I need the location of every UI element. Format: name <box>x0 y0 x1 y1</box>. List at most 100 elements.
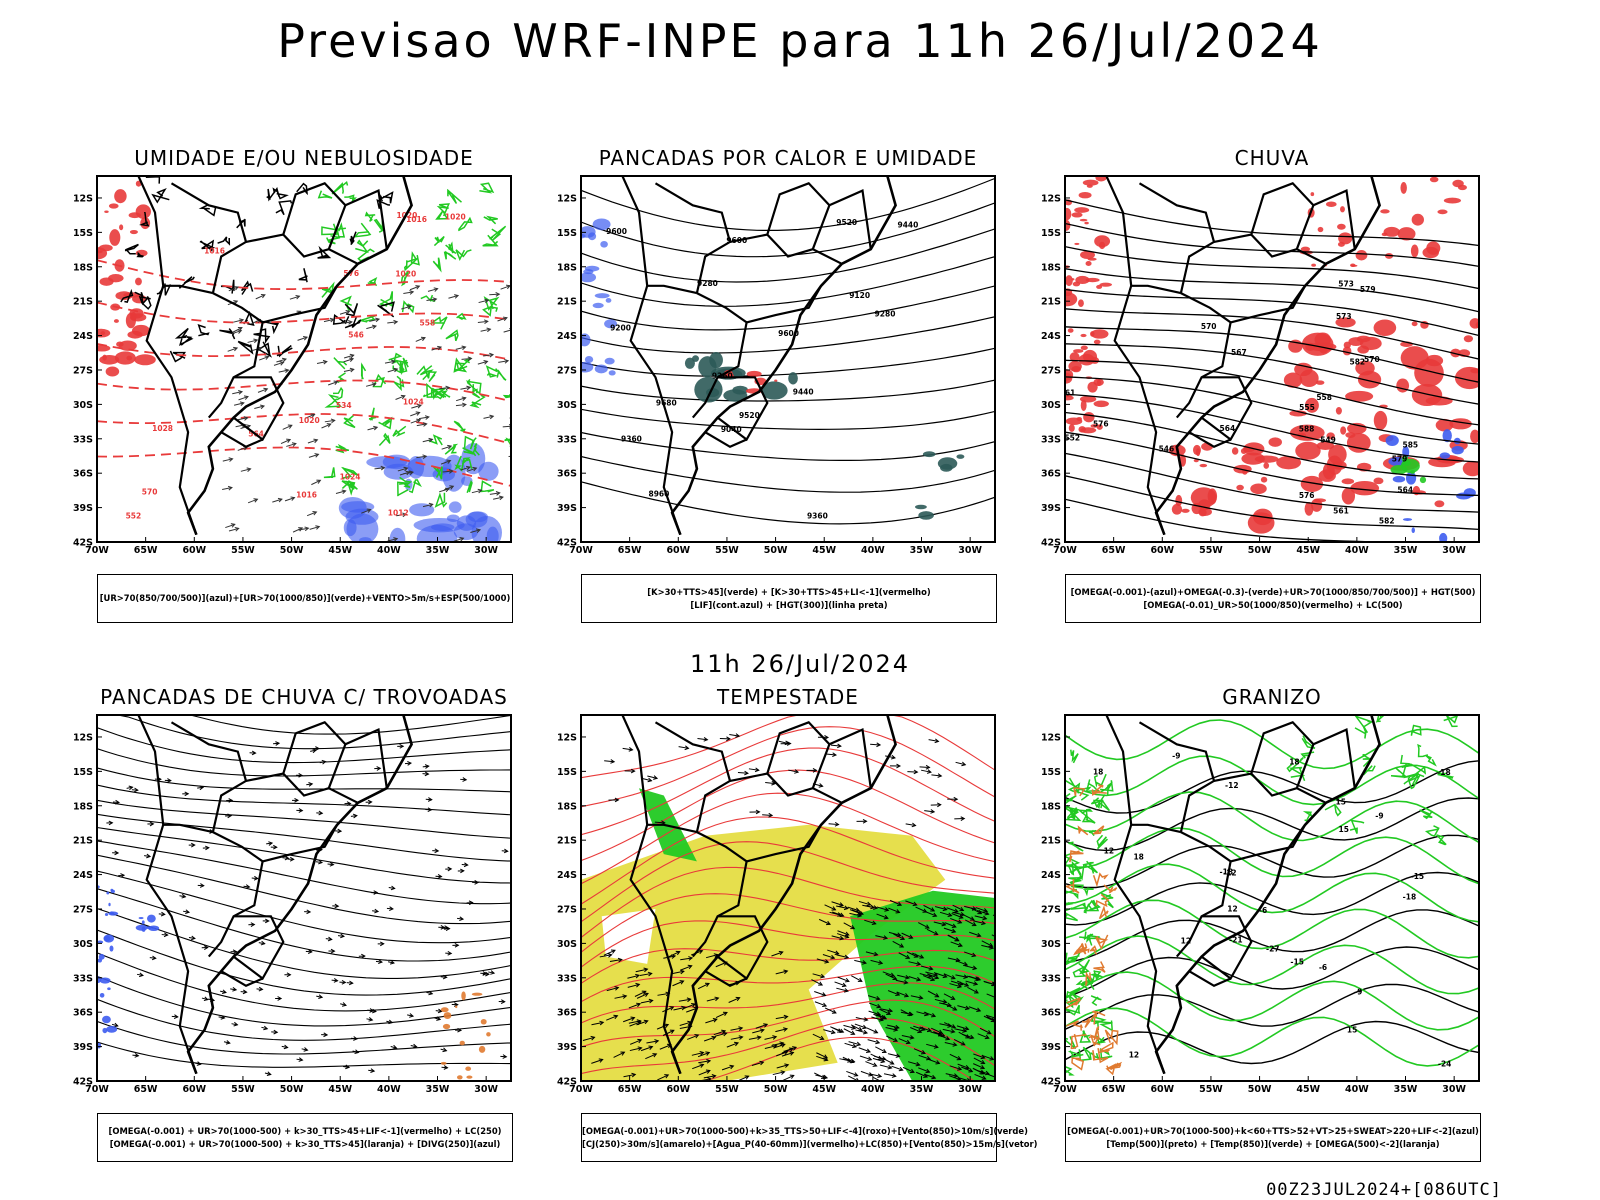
wind-vector-shaft <box>503 329 511 333</box>
wind-vector <box>981 1054 995 1061</box>
wind-vector-head <box>312 510 318 516</box>
wind-vector <box>943 927 957 934</box>
wind-vector-shaft <box>956 1025 969 1030</box>
wind-vector <box>324 418 336 424</box>
wind-vector-shaft <box>697 1052 710 1058</box>
wind-vector-shaft <box>876 913 889 919</box>
lat-tick-label: 27S <box>557 904 577 915</box>
wind-vector-head <box>447 866 453 872</box>
temp-850-contour <box>1065 935 1479 995</box>
lon-tick-label: 70W <box>85 1084 109 1095</box>
lon-tick-label: 65W <box>134 1084 158 1095</box>
humidity-green-contour <box>353 222 372 238</box>
wind-vector-shaft <box>839 1058 852 1062</box>
wind-vector-shaft <box>947 957 960 962</box>
wind-vector <box>439 487 450 493</box>
wind-vector-head <box>617 957 623 963</box>
wind-vector-head <box>246 467 252 472</box>
wind-vector-shaft <box>654 821 665 824</box>
lon-tick-label: 45W <box>328 545 352 556</box>
divergence-blue-area <box>98 953 105 960</box>
streamline-arrow <box>131 787 139 793</box>
wind-vector-shaft <box>680 965 692 971</box>
wind-vector <box>956 1025 970 1031</box>
streamline-arrow <box>358 953 366 959</box>
rain-red-area <box>1411 213 1424 226</box>
wind-vector <box>440 459 452 465</box>
wind-vector <box>898 952 911 959</box>
wind-vector-shaft <box>634 990 646 997</box>
lat-tick-label: 33S <box>557 973 577 984</box>
wind-vector <box>825 752 838 758</box>
wind-vector-head <box>613 1014 619 1020</box>
wind-vector-shaft <box>928 739 939 742</box>
wind-vector-head <box>954 937 960 942</box>
wind-vector-shaft <box>765 781 776 785</box>
rain-red-area <box>1310 498 1323 512</box>
pressure-contour <box>134 291 150 306</box>
wind-vector <box>883 1073 897 1078</box>
contour-label: 1024 <box>403 398 424 407</box>
wind-vector-shaft <box>657 992 670 996</box>
wind-vector <box>591 1020 605 1026</box>
wind-vector-shaft <box>713 1030 726 1036</box>
wind-vector-head <box>630 768 636 774</box>
streamline <box>97 998 511 1041</box>
wind-vector-shaft <box>305 413 315 419</box>
wind-vector-head <box>370 1068 376 1073</box>
wind-vector-shaft <box>972 1063 985 1069</box>
streamline-arrow <box>281 1044 289 1050</box>
coastline <box>1154 176 1381 536</box>
humidity-green-contour <box>396 481 409 497</box>
wind-vector-head <box>239 318 245 323</box>
wind-vector-shaft <box>582 1036 595 1042</box>
map-granizo: -9-6-12-9-12-15-18-21-24-27-18-15-181215… <box>1041 714 1480 1095</box>
streamline-arrow <box>350 813 358 819</box>
lat-tick-label: 39S <box>557 1042 577 1053</box>
lif-blue-area <box>581 333 591 347</box>
temp-850-contour <box>1065 1007 1479 1067</box>
pressure-contour <box>237 340 254 355</box>
wind-vector <box>922 975 936 982</box>
wind-vector-head <box>875 1039 881 1045</box>
wind-vector-shaft <box>811 979 823 986</box>
height-500-contour <box>1065 288 1479 337</box>
wind-vector-head <box>916 961 922 966</box>
temp-850-contour <box>1324 803 1342 817</box>
wind-vector <box>812 1033 825 1041</box>
wind-vector-head <box>160 911 166 917</box>
rain-red-area <box>1099 241 1106 250</box>
wind-vector-head <box>957 942 963 948</box>
humidity-green-contour <box>436 390 451 400</box>
wind-vector-head <box>303 335 309 341</box>
wind-vector-head <box>934 738 940 744</box>
wind-vector <box>824 904 837 911</box>
wind-vector-shaft <box>865 1061 877 1067</box>
wind-vector-head <box>912 901 918 907</box>
wind-vector-head <box>905 954 911 959</box>
streamline <box>97 715 511 735</box>
rain-red-area <box>1410 244 1419 258</box>
wind-vector <box>888 931 902 937</box>
rain-red-area <box>1452 179 1464 188</box>
wind-vector <box>297 335 309 341</box>
country-border <box>245 233 359 265</box>
wind-vector-head <box>295 294 301 300</box>
omega-orange-contour <box>1085 971 1092 986</box>
lat-tick-label: 12S <box>557 732 577 743</box>
wind-vector-head <box>735 996 741 1002</box>
wind-vector <box>951 913 964 919</box>
wind-vector-shaft <box>659 1044 672 1050</box>
wind-vector-shaft <box>822 954 835 959</box>
wind-vector-shaft <box>854 959 867 964</box>
omega-orange-contour <box>1093 961 1106 973</box>
wind-vector-head <box>313 438 319 444</box>
temp-850-contour <box>1083 899 1101 912</box>
contour-label: 555 <box>1299 403 1315 412</box>
wind-vector-shaft <box>923 904 935 912</box>
instability-orange-area <box>459 1040 465 1046</box>
wind-vector-head <box>263 387 269 393</box>
instability-orange-area <box>440 1007 449 1013</box>
rain-red-area <box>1295 441 1321 460</box>
wind-vector-shaft <box>964 919 977 926</box>
